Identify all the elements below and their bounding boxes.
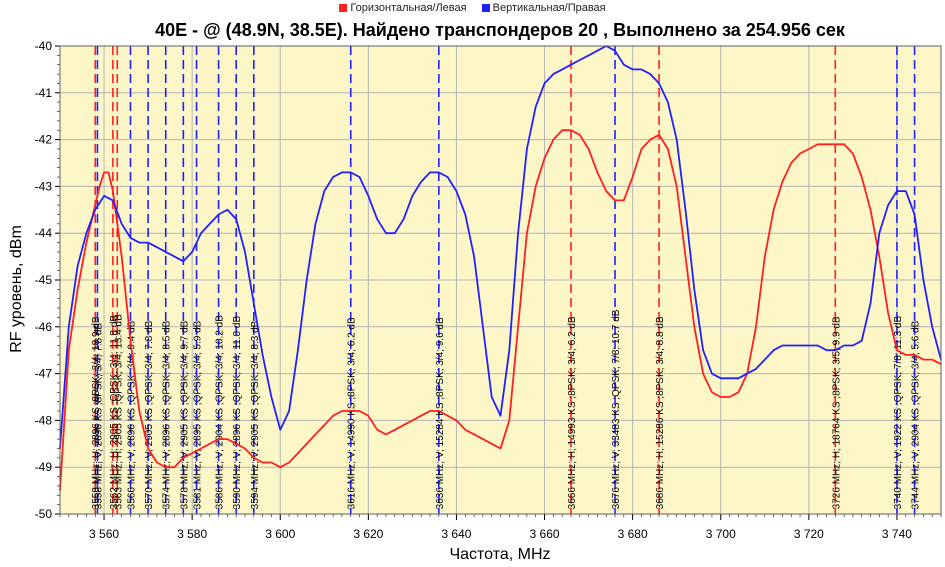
transponder-label: 3581 MHz; V; 2895 KS ;QPSK; 3/4; 5.9 dB: [193, 320, 204, 509]
x-tick-label: 3 600: [265, 527, 295, 541]
y-tick-label: -47: [35, 367, 53, 381]
legend-item-horizontal[interactable]: Горизонтальная/Левая: [339, 2, 467, 14]
y-tick-label: -46: [35, 320, 53, 334]
x-tick-label: 3 560: [89, 527, 119, 541]
x-tick-label: 3 720: [794, 527, 824, 541]
transponder-label: 3562 MHz; H; 2905 KS ;QPSK; 3/4; 11.8 dB: [109, 315, 120, 510]
transponder-label: 3586 MHz; V; 2904 KS ;QPSK; 3/4; 10.2 dB: [215, 315, 226, 510]
transponder-label: 3744 MHz; V; 2904 KS ;QPSK; 3/4; 5.6 dB: [911, 320, 922, 509]
legend-label-horizontal: Горизонтальная/Левая: [350, 2, 467, 14]
plot-frame: [59, 45, 942, 515]
x-tick-label: 3 580: [177, 527, 207, 541]
legend-label-vertical: Вертикальная/Правая: [492, 2, 606, 14]
x-tick-label: 3 700: [706, 527, 736, 541]
y-tick-label: -44: [35, 226, 53, 240]
x-tick-label: 3 680: [618, 527, 648, 541]
y-tick-label: -48: [35, 413, 53, 427]
x-tick-label: 3 640: [441, 527, 471, 541]
transponder-label: 3676 MHz; V; 33483 KS ;QPSK; 7/8; 10.7 d…: [611, 309, 622, 509]
y-tick-label: -45: [35, 273, 53, 287]
transponder-label: 3740 MHz; V; 1922 KS ;QPSK; 7/8; 11.3 dB: [893, 316, 904, 510]
transponder-label: 3590 MHz; V; 2896 KS ;QPSK; 3/4; 11.0 dB: [232, 316, 243, 510]
y-tick-label: -41: [35, 86, 53, 100]
legend: Горизонтальная/Левая Вертикальная/Правая: [0, 2, 945, 14]
legend-item-vertical[interactable]: Вертикальная/Правая: [481, 2, 606, 14]
transponder-label: 3563 MHz; H; 2905 KS ;QPSK; 3/4; 13.4 dB: [113, 314, 124, 509]
x-tick-label: 3 620: [353, 527, 383, 541]
legend-swatch-horizontal: [339, 4, 348, 13]
transponder-label: 3574 MHz; V; 2896 KS ;QPSK; 3/4; 8.5 dB: [162, 320, 173, 509]
transponder-label: 3570 MHz; V; 2905 KS ;QPSK; 3/4; 7.8 dB: [144, 320, 155, 509]
transponder-label: 3616 MHz; V; 14990 KS ;8PSK; 3/4; 6.2 dB: [347, 317, 358, 509]
y-tick-label: -43: [35, 179, 53, 193]
y-tick-label: -49: [35, 460, 53, 474]
transponder-label: 3636 MHz; V; 15284 KS ;8PSK; 3/4; 9.6 dB: [435, 317, 446, 509]
transponder-label: 3726 MHz; H; 18764 KS ;8PSK; 3/5; 9.9 dB: [831, 316, 842, 509]
y-tick-label: -42: [35, 133, 53, 147]
x-tick-label: 3 660: [530, 527, 560, 541]
transponder-label: 3566 MHz; V; 2896 KS ;QPSK; 3/4; 9.4 dB: [126, 320, 137, 509]
series-vertical-line: [59, 45, 942, 449]
y-tick-label: -50: [35, 507, 53, 521]
chart-title: 40E - @ (48.9N, 38.5E). Найдено транспон…: [155, 20, 845, 40]
transponder-label: 3666 MHz; H; 14993 KS ;8PSK; 3/4; 6.2 dB: [567, 316, 578, 509]
legend-swatch-vertical: [481, 4, 490, 13]
y-tick-label: -40: [35, 39, 53, 53]
transponder-label: 3558 MHz; V; 2896 KS ;8PSK; 3/4; 7.8 dB: [93, 323, 104, 510]
transponder-label: 3686 MHz; H; 15286 KS ;8PSK; 3/4; 8.8 dB: [655, 316, 666, 509]
transponder-label: 3578 MHz; V; 2905 KS ;QPSK; 3/4; 9.7 dB: [179, 320, 190, 509]
x-tick-label: 3 740: [882, 527, 912, 541]
transponder-label: 3594 MHz; V; 2905 KS ;QPSK; 3/4; 8.3 dB: [250, 320, 261, 509]
series-horizontal-line: [59, 129, 942, 491]
x-axis-label: Частота, MHz: [449, 546, 551, 563]
